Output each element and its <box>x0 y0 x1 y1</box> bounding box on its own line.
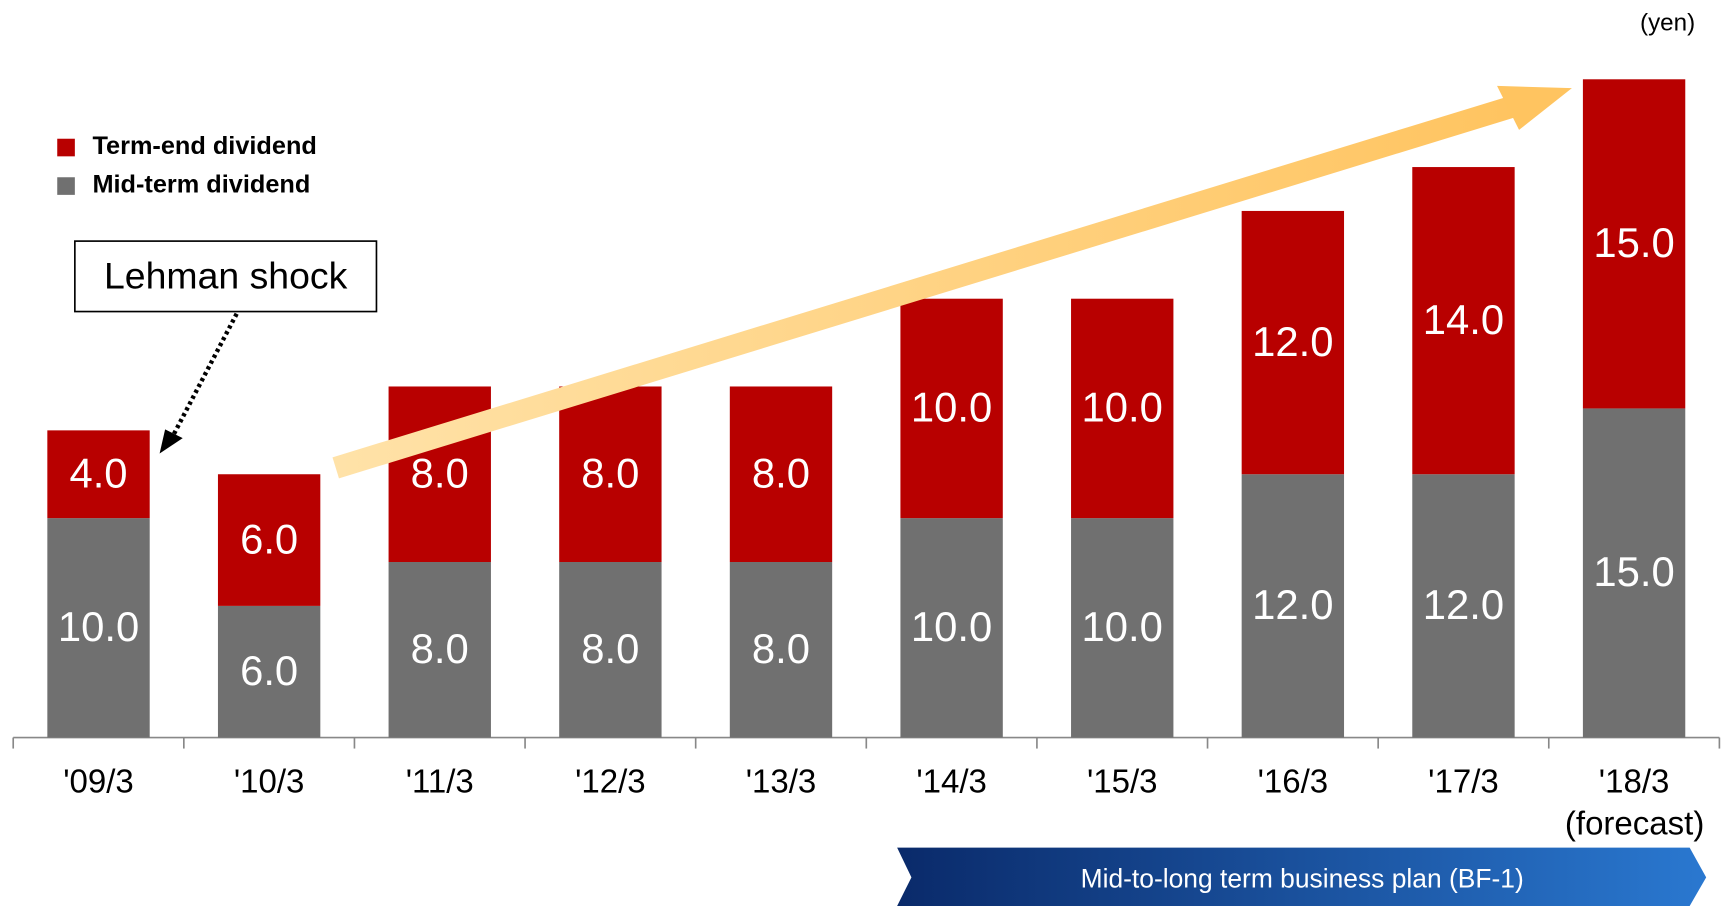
bar-segment <box>1241 474 1345 738</box>
bar-segment <box>729 562 833 738</box>
legend-swatch <box>57 177 75 195</box>
plan-banner <box>897 847 1707 906</box>
value-label: 4.0 <box>69 449 127 496</box>
event-label: Lehman shock <box>104 254 348 296</box>
bar-segment <box>559 386 662 563</box>
bar-segment <box>900 518 1003 738</box>
trend-arrow-head <box>1497 85 1572 130</box>
x-tick-label: '11/3 <box>406 762 474 799</box>
value-label: 8.0 <box>411 625 469 672</box>
value-label: 12.0 <box>1252 318 1333 365</box>
bar-segment <box>1412 474 1515 738</box>
event-arrow <box>168 312 239 442</box>
value-label: 8.0 <box>411 449 469 496</box>
bar-segment <box>1071 298 1174 519</box>
bar-segment <box>1241 210 1345 475</box>
value-label: 8.0 <box>752 625 810 672</box>
bar-segment <box>47 430 150 519</box>
value-label: 14.0 <box>1423 296 1504 343</box>
value-label: 15.0 <box>1593 548 1674 595</box>
bar-segment <box>559 562 662 738</box>
value-label: 15.0 <box>1593 219 1674 266</box>
bar-segment <box>47 518 150 738</box>
bar-segment <box>1582 408 1686 738</box>
bar-segment <box>900 298 1003 519</box>
value-label: 10.0 <box>911 603 992 650</box>
value-label: 10.0 <box>58 603 139 650</box>
legend-label: Term-end dividend <box>92 132 316 160</box>
x-tick-label: '12/3 <box>575 762 646 799</box>
x-tick-label: '13/3 <box>746 762 817 799</box>
event-arrow-head <box>159 429 183 454</box>
bar-segment <box>388 562 491 738</box>
event-box <box>74 240 378 313</box>
value-label: 10.0 <box>1082 603 1163 650</box>
value-label: 8.0 <box>752 449 810 496</box>
x-tick-label: '15/3 <box>1087 762 1158 799</box>
unit-label: (yen) <box>1640 10 1695 37</box>
plan-label: Mid-to-long term business plan (BF-1) <box>1081 864 1524 894</box>
x-tick-label: '18/3 <box>1599 762 1670 799</box>
bar-segment <box>1412 167 1515 475</box>
bar-segment <box>1582 79 1686 409</box>
x-tick-label: '09/3 <box>63 762 134 799</box>
value-label: 8.0 <box>581 449 639 496</box>
value-label: 10.0 <box>911 384 992 431</box>
forecast-note: (forecast) <box>1565 804 1704 841</box>
trend-arrow <box>332 94 1523 479</box>
value-label: 8.0 <box>581 625 639 672</box>
bar-segment <box>729 386 833 563</box>
value-label: 12.0 <box>1423 581 1504 628</box>
value-label: 12.0 <box>1252 581 1333 628</box>
bar-segment <box>1071 518 1174 738</box>
legend-label: Mid-term dividend <box>92 171 310 199</box>
value-label: 6.0 <box>240 647 298 694</box>
x-tick-label: '14/3 <box>916 762 987 799</box>
legend-swatch <box>57 138 75 157</box>
bar-segment <box>217 605 321 738</box>
bar-segment <box>217 474 321 606</box>
value-label: 10.0 <box>1082 384 1163 431</box>
x-tick-label: '16/3 <box>1258 762 1329 799</box>
x-tick-label: '17/3 <box>1428 762 1499 799</box>
value-label: 6.0 <box>240 515 298 562</box>
x-tick-label: '10/3 <box>234 762 305 799</box>
